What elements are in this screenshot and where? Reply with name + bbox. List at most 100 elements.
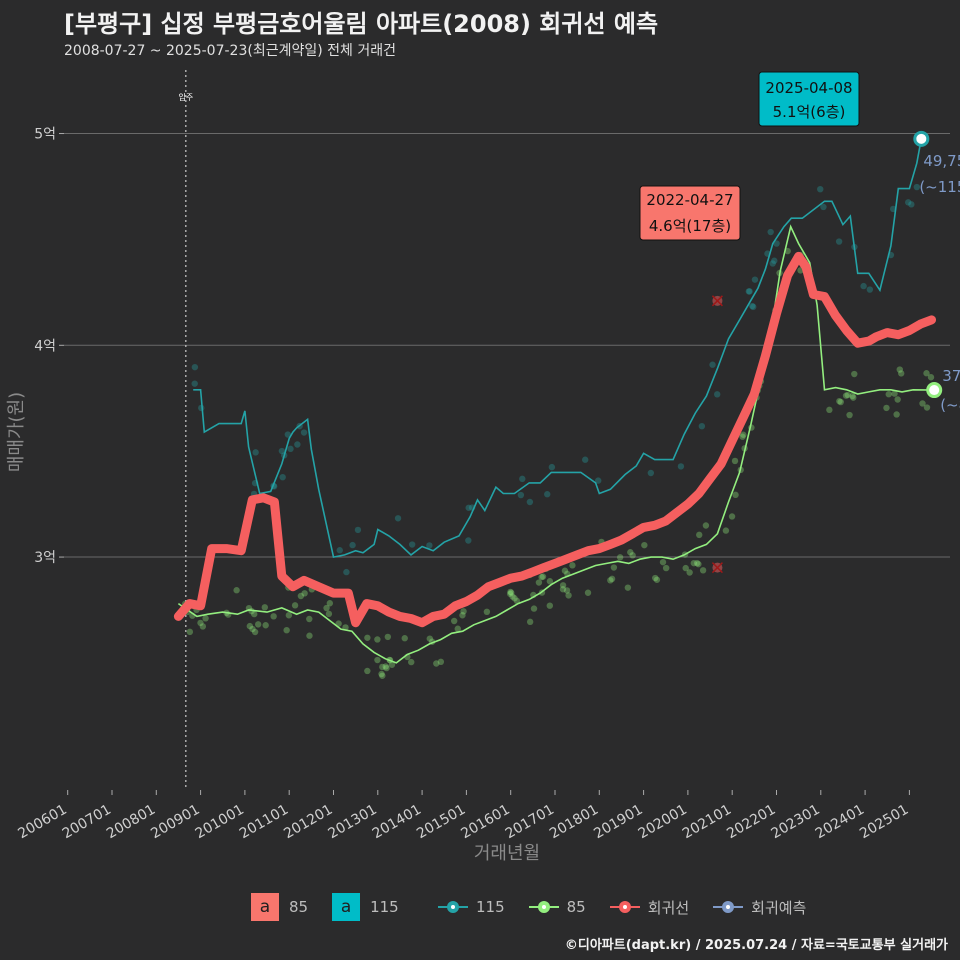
scatter-dot [284, 431, 292, 438]
scatter-dot [659, 558, 667, 566]
scatter-dot [842, 392, 850, 399]
scatter-dot [379, 663, 386, 671]
scatter-dot [433, 660, 440, 667]
scatter-dot [746, 288, 753, 295]
scatter-dot [565, 592, 572, 599]
scatter-dot [300, 429, 308, 436]
scatter-dot [384, 633, 392, 641]
scatter-dot [709, 361, 716, 368]
scatter-dot [850, 394, 857, 401]
scatter-dot [297, 592, 305, 600]
end-value-85: 37,886 [942, 367, 960, 385]
scatter-dot [905, 199, 912, 206]
scatter-dot [693, 559, 701, 567]
scatter-dot [509, 593, 516, 600]
x-tick-label: 201101 [237, 802, 291, 843]
scatter-dot [325, 610, 333, 618]
scatter-dot [835, 238, 843, 245]
scatter-dot [246, 622, 254, 630]
series-line-85 [177, 224, 935, 664]
scatter-dot [653, 576, 661, 583]
line-dot-icon [528, 893, 559, 921]
scatter-dot [851, 370, 858, 378]
scatter-dot [844, 391, 851, 399]
scatter-dot [561, 567, 569, 574]
scatter-dot [511, 595, 518, 602]
highlight-label-115-date: 2025-04-08 [765, 79, 852, 97]
scatter-dot [191, 363, 199, 371]
scatter-dot [507, 588, 514, 596]
scatter-dot [647, 469, 655, 477]
scatter-dot [581, 456, 589, 463]
scatter-dot [745, 288, 753, 295]
x-tick-label: 201401 [370, 802, 424, 843]
x-tick-label: 201601 [458, 802, 512, 843]
x-tick-label: 202001 [636, 802, 690, 843]
y-tick-label: 3억 [34, 550, 56, 566]
x-tick-label: 201901 [591, 802, 645, 843]
scatter-dot [508, 589, 515, 596]
x-tick-label: 202501 [857, 802, 911, 843]
scatter-dot [908, 201, 915, 208]
scatter-dot [652, 574, 659, 582]
x-tick-label: 202301 [768, 802, 822, 843]
highlight-label-85 [639, 185, 741, 241]
scatter-dot [306, 615, 313, 623]
scatter-dot [278, 447, 286, 455]
scatter-dot [702, 522, 710, 529]
scatter-dot [326, 600, 334, 607]
scatter-dot [894, 396, 901, 403]
x-tick-label: 202201 [724, 802, 778, 843]
x-tick-label: 201201 [281, 802, 335, 843]
legend-box-115-key: a [340, 897, 352, 917]
scatter-dot [559, 582, 567, 589]
scatter-dot [893, 411, 900, 418]
scatter-dot [233, 587, 240, 594]
scatter-dot [559, 586, 567, 593]
scatter-dot [767, 228, 774, 236]
scatter-dot [732, 491, 739, 499]
scatter-dot [306, 632, 313, 639]
highlight-label-85-price: 4.6억(17층) [649, 217, 731, 235]
page-subtitle: 2008-07-27 ~ 2025-07-23(최근계약일) 전체 거래건 [64, 43, 396, 59]
scatter-dot [251, 610, 258, 618]
end-value-115: 49,750 [923, 152, 960, 170]
scatter-dot [826, 406, 833, 414]
scatter-dot [728, 513, 736, 520]
scatter-dot [546, 578, 554, 585]
scatter-dot [197, 619, 204, 627]
legend-lines: 115 85 회귀선 회귀예측 [438, 893, 830, 921]
scatter-dot [699, 567, 707, 574]
legend-line-regression-label: 회귀선 [647, 898, 690, 917]
scatter-dot [923, 370, 930, 377]
axis-layer: 3억 4억 5억 2006012007012008012009012010012011… [15, 127, 911, 843]
scatter-dot [750, 303, 757, 311]
scatter-dot [460, 608, 467, 615]
highlight-label-85-date: 2022-04-27 [646, 191, 733, 209]
scatter-dot [751, 276, 759, 283]
scatter-dot [690, 559, 698, 567]
scatter-dot [374, 636, 381, 643]
scatter-dot [817, 185, 824, 193]
page-title: [부평구] 십정 부평금호어울림 아파트(2008) 회귀선 예측 [64, 10, 659, 38]
scatter-dot [323, 604, 330, 612]
scatter-dot [437, 658, 445, 666]
scatter-dot [262, 622, 269, 629]
scatter-dot [301, 590, 308, 597]
x-tick-label: 200701 [60, 802, 114, 843]
line-dot-icon [609, 893, 640, 921]
scatter-dot [696, 531, 703, 539]
legend-box-115: a [332, 893, 361, 921]
scatter-dot [836, 397, 843, 405]
highlight-label-115 [758, 71, 860, 127]
y-tick-label: 5억 [34, 127, 56, 143]
scatter-dot [897, 370, 905, 377]
scatter-dot [722, 527, 730, 534]
scatter-dot [287, 445, 294, 453]
scatter-dot [379, 672, 386, 679]
scatter-dot [546, 602, 554, 609]
scatter-dot [923, 404, 931, 411]
scatter-dot [919, 400, 926, 407]
scatter-dot [270, 613, 277, 620]
scatter-dot [731, 457, 739, 465]
